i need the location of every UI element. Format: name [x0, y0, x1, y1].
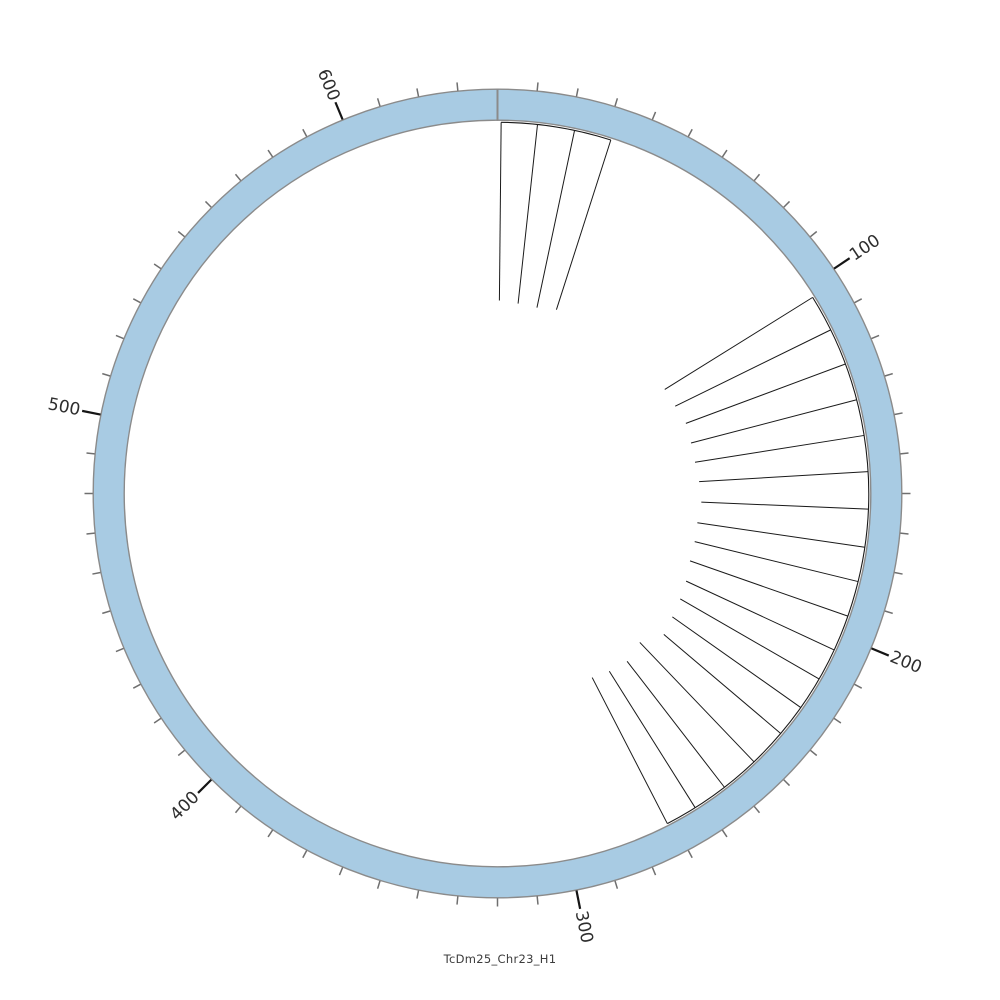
- major-tick: [334, 101, 344, 120]
- axis-tick-label: 100: [846, 231, 884, 266]
- chromosome-ring-band: [93, 89, 902, 898]
- minor-tick: [854, 683, 863, 689]
- feature-spoke-line: [517, 124, 539, 304]
- feature-spoke-line: [685, 580, 835, 651]
- feature-spoke-line: [690, 399, 857, 444]
- feature-spoke-line: [697, 522, 865, 548]
- feature-spoke-line: [536, 130, 576, 308]
- minor-tick: [651, 867, 657, 876]
- minor-tick: [456, 896, 459, 905]
- minor-tick: [809, 230, 818, 238]
- axis-tick-label: 600: [313, 66, 344, 104]
- major-tick: [833, 257, 851, 270]
- minor-tick: [86, 532, 95, 535]
- major-tick: [575, 890, 582, 910]
- minor-tick: [115, 647, 124, 653]
- minor-tick: [900, 532, 909, 535]
- feature-spoke-line: [701, 501, 869, 510]
- minor-tick: [536, 896, 539, 905]
- minor-tick: [575, 88, 579, 97]
- minor-tick: [753, 173, 761, 182]
- minor-tick: [833, 717, 842, 724]
- feature-baseline-arc: [667, 297, 870, 825]
- major-tick: [81, 409, 101, 416]
- feature-spoke-line: [694, 541, 859, 583]
- feature-spoke-line: [685, 363, 846, 424]
- minor-tick: [536, 82, 539, 91]
- minor-tick: [884, 372, 893, 377]
- feature-spoke-line: [689, 560, 849, 617]
- minor-tick: [132, 683, 141, 689]
- minor-tick: [783, 779, 791, 787]
- feature-spoke-line: [680, 598, 820, 680]
- minor-tick: [376, 880, 381, 889]
- minor-tick: [854, 298, 863, 304]
- minor-tick: [456, 82, 459, 91]
- feature-spoke-line: [498, 122, 502, 301]
- feature-spoke-line: [694, 434, 865, 463]
- minor-tick: [651, 111, 657, 120]
- minor-tick: [376, 98, 381, 107]
- feature-spoke-line: [675, 329, 831, 407]
- minor-tick: [86, 452, 95, 455]
- feature-baseline-arc: [501, 121, 611, 141]
- feature-spoke-line: [672, 616, 802, 708]
- minor-tick: [92, 571, 101, 575]
- minor-tick: [153, 717, 162, 724]
- axis-tick-label: 500: [46, 394, 82, 420]
- minor-tick: [687, 850, 693, 859]
- minor-tick: [338, 867, 344, 876]
- minor-tick: [302, 128, 308, 137]
- minor-tick: [177, 230, 186, 238]
- minor-tick: [267, 149, 274, 158]
- minor-tick: [871, 334, 880, 340]
- minor-tick: [234, 805, 242, 814]
- minor-tick: [783, 200, 791, 208]
- feature-spoke-line: [608, 670, 696, 808]
- minor-tick: [153, 263, 162, 270]
- axis-tick-label: 300: [571, 909, 597, 945]
- minor-tick: [416, 890, 420, 899]
- axis-tick-label: 400: [166, 788, 203, 825]
- feature-spoke-line: [591, 677, 668, 824]
- major-tick: [197, 778, 213, 794]
- minor-tick: [132, 298, 141, 304]
- minor-tick: [267, 829, 274, 838]
- ring-inner-edge: [123, 119, 872, 868]
- major-tick: [871, 647, 890, 657]
- minor-tick: [302, 850, 308, 859]
- minor-tick: [204, 200, 212, 208]
- sequence-caption: TcDm25_Chr23_H1: [443, 952, 557, 966]
- feature-spoke-line: [664, 296, 813, 390]
- minor-tick: [614, 98, 619, 107]
- minor-tick: [894, 571, 903, 575]
- minor-tick: [115, 334, 124, 340]
- feature-spoke-line: [626, 660, 725, 788]
- minor-tick: [687, 128, 693, 137]
- minor-tick: [721, 149, 728, 158]
- minor-tick: [884, 610, 893, 615]
- feature-spoke-line: [639, 642, 755, 763]
- minor-tick: [809, 749, 818, 757]
- feature-spoke-line: [699, 471, 869, 483]
- minor-tick: [102, 372, 111, 377]
- minor-tick: [753, 805, 761, 814]
- minor-tick: [614, 880, 619, 889]
- feature-spoke-line: [663, 634, 782, 734]
- minor-tick: [416, 88, 420, 97]
- minor-tick: [900, 452, 909, 455]
- axis-tick-label: 200: [887, 647, 925, 678]
- minor-tick: [234, 173, 242, 182]
- minor-tick: [177, 749, 186, 757]
- minor-tick: [721, 829, 728, 838]
- minor-tick: [894, 412, 903, 416]
- minor-tick: [102, 610, 111, 615]
- feature-spoke-line: [555, 139, 612, 310]
